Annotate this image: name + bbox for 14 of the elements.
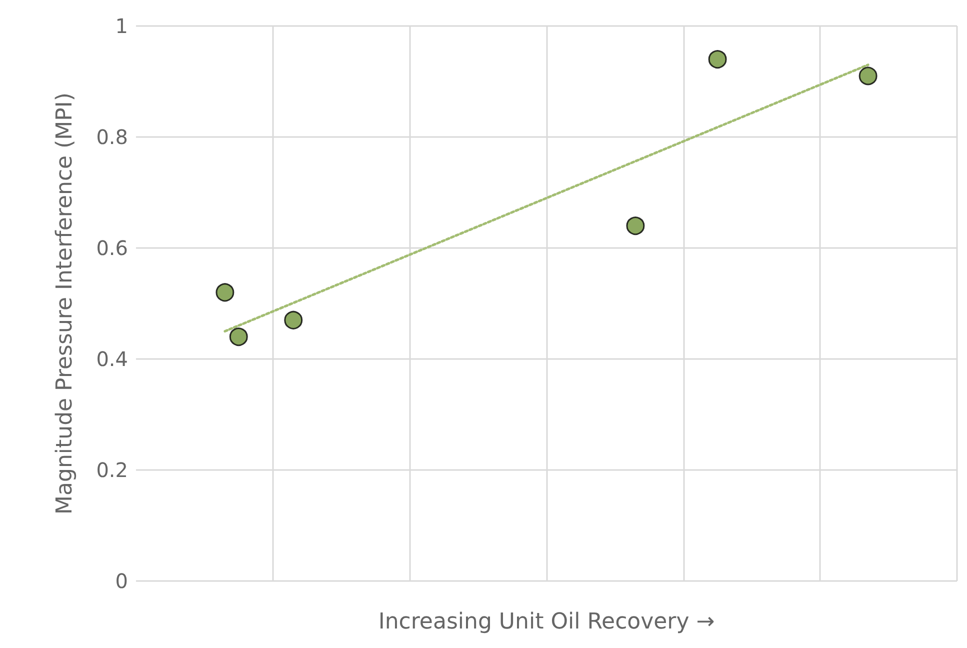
point [229,328,248,346]
y-tick-label: 1 [115,14,128,38]
point [858,66,878,86]
point [626,216,645,236]
y-tick-label: 0.4 [96,347,128,371]
y-axis-title: Magnitude Pressure Interference (MPI) [52,92,78,514]
x-axis-title: Increasing Unit Oil Recovery → [378,610,715,634]
point [708,50,727,69]
point [216,283,234,302]
y-tick-label: 0 [115,569,128,593]
y-tick-label: 0.8 [96,125,128,149]
y-tick-label: 0.2 [96,458,128,482]
y-tick-label: 0.6 [96,236,128,260]
point [284,310,303,330]
